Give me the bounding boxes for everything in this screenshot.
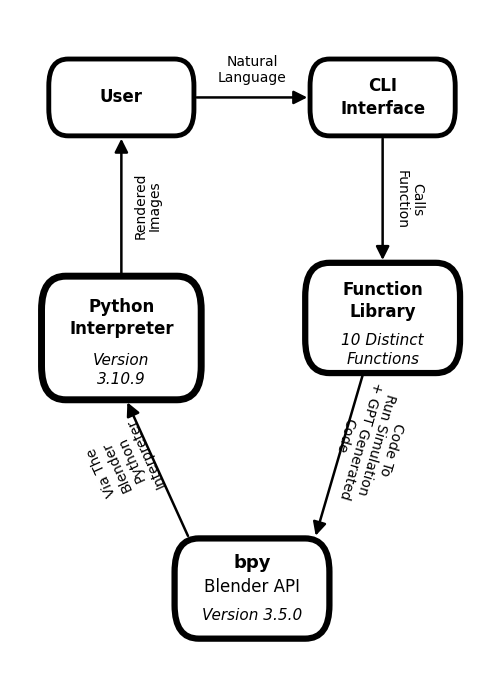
Text: Python
Interpreter: Python Interpreter bbox=[69, 298, 174, 338]
Text: 10 Distinct
Functions: 10 Distinct Functions bbox=[341, 333, 424, 367]
Text: User: User bbox=[100, 88, 143, 106]
FancyBboxPatch shape bbox=[310, 59, 455, 136]
Text: Version
3.10.9: Version 3.10.9 bbox=[93, 354, 150, 387]
Text: Function
Library: Function Library bbox=[342, 281, 423, 322]
Text: Images: Images bbox=[148, 181, 162, 231]
Text: CLI
Interface: CLI Interface bbox=[340, 77, 425, 118]
FancyBboxPatch shape bbox=[49, 59, 194, 136]
Text: Rendered: Rendered bbox=[134, 173, 148, 239]
FancyBboxPatch shape bbox=[305, 263, 460, 373]
Text: Version 3.5.0: Version 3.5.0 bbox=[202, 608, 302, 623]
Text: Code To
Run Simulation
+ GPT Generated
Code: Code To Run Simulation + GPT Generated C… bbox=[321, 375, 415, 509]
Text: Function: Function bbox=[395, 170, 409, 229]
Text: Calls: Calls bbox=[411, 183, 425, 216]
Text: Blender API: Blender API bbox=[204, 578, 300, 596]
Text: Via The
Blender
Python
Interpreter: Via The Blender Python Interpreter bbox=[80, 416, 168, 509]
FancyBboxPatch shape bbox=[41, 276, 201, 400]
FancyBboxPatch shape bbox=[174, 539, 330, 639]
Text: Natural
Language: Natural Language bbox=[218, 55, 286, 86]
Text: bpy: bpy bbox=[233, 554, 271, 572]
